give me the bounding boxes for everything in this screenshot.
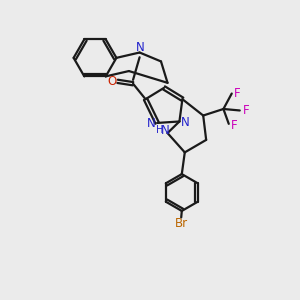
Text: F: F [231,118,237,131]
Text: Br: Br [175,217,188,230]
Text: N: N [161,124,170,136]
Text: H: H [155,125,163,135]
Text: F: F [243,104,250,117]
Text: N: N [181,116,190,129]
Text: O: O [108,75,117,88]
Text: N: N [147,117,156,130]
Text: F: F [234,87,240,100]
Text: N: N [136,41,145,54]
